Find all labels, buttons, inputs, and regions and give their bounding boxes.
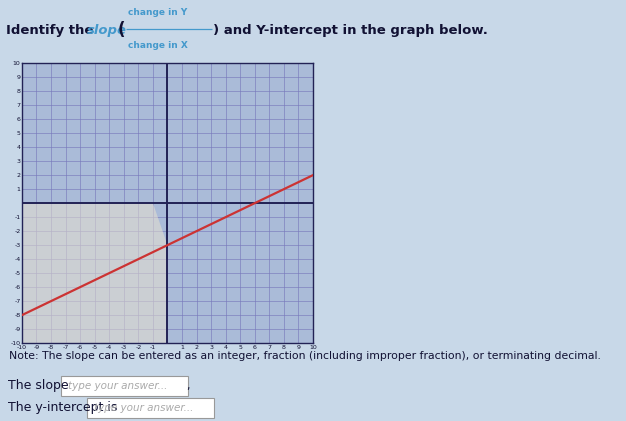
Text: type your answer...: type your answer... <box>94 403 193 413</box>
Text: change in Y: change in Y <box>128 8 188 16</box>
Text: change in X: change in X <box>128 42 188 51</box>
Text: Note: The slope can be entered as an integer, fraction (including improper fract: Note: The slope can be entered as an int… <box>9 352 601 361</box>
Text: The y-intercept is: The y-intercept is <box>9 402 118 414</box>
Polygon shape <box>22 203 167 343</box>
Text: ,: , <box>186 381 190 391</box>
Text: The slope: The slope <box>9 379 69 392</box>
FancyBboxPatch shape <box>87 398 214 418</box>
Text: Identify the: Identify the <box>6 24 98 37</box>
Text: ) and Y-intercept in the graph below.: ) and Y-intercept in the graph below. <box>213 24 488 37</box>
FancyBboxPatch shape <box>61 376 188 396</box>
Text: slope: slope <box>86 24 126 37</box>
Text: type your answer...: type your answer... <box>68 381 167 391</box>
Text: (: ( <box>118 21 125 39</box>
